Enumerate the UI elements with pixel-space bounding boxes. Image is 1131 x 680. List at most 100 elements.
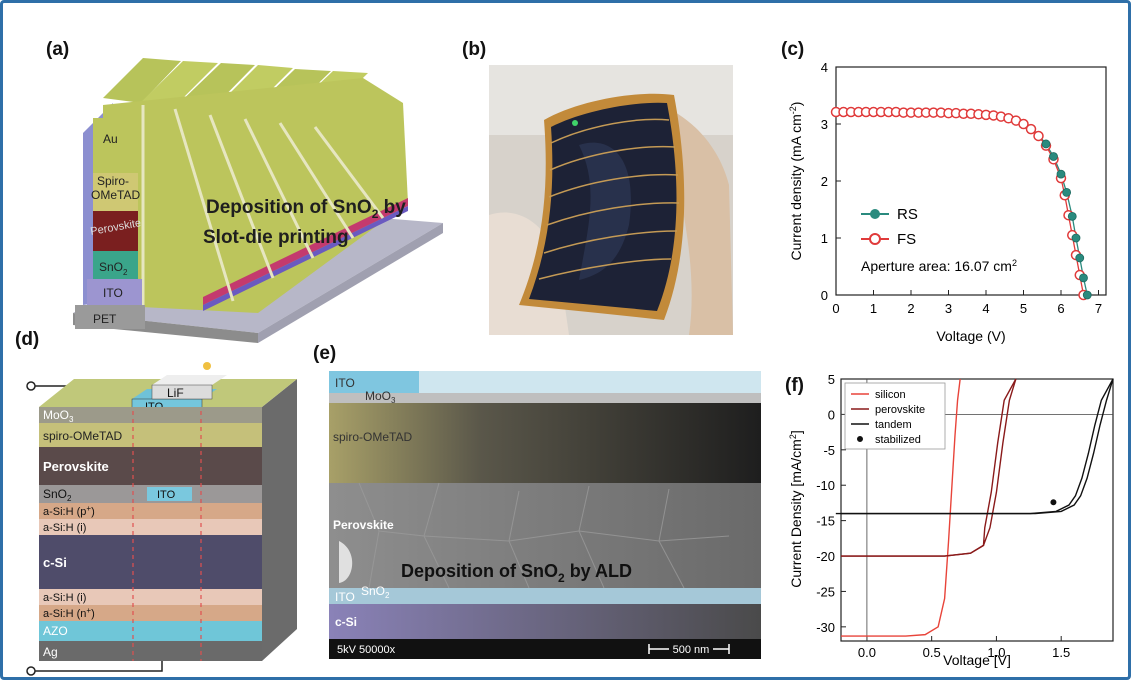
x-tick-label: 6 xyxy=(1057,301,1064,316)
c-si-label: c-Si xyxy=(43,555,67,570)
bottom-contact-terminal xyxy=(26,666,36,676)
sem-c-si xyxy=(329,604,761,639)
panel-d-tandem-schematic: LiF ITO ITO MoO3 spiro-OMeTAD Perovskite… xyxy=(26,362,297,676)
panel-b-photo xyxy=(489,65,733,335)
sem-sno2-label: SnO2 xyxy=(361,584,390,600)
strip-separators xyxy=(141,105,385,306)
x-tick-label: 3 xyxy=(945,301,952,316)
series-line-tandem-reverse xyxy=(835,378,1114,515)
pet-label: PET xyxy=(93,312,117,326)
sem-footer-info: 5kV 50000x xyxy=(337,644,396,656)
top-contact-terminal xyxy=(26,381,36,391)
legend-stabilized-marker xyxy=(856,435,864,443)
panel-d-label: (d) xyxy=(15,329,40,350)
sem-c-si-label: c-Si xyxy=(335,615,357,629)
sem-ito-top xyxy=(329,371,761,393)
data-point-rs xyxy=(1062,187,1072,197)
device-front-face xyxy=(103,78,408,313)
au-label: Au xyxy=(103,132,118,146)
y-tick-label: -20 xyxy=(816,549,835,564)
x-tick-label: 0.0 xyxy=(858,645,876,660)
legend-fs-marker xyxy=(869,233,881,245)
panel-c-iv-chart: 0 1 2 3 4 5 6 7 0 1 2 3 4 Voltage (V) Current densi… xyxy=(788,60,1107,344)
ito-layer xyxy=(87,279,142,305)
sno2-label: SnO2 xyxy=(43,487,72,503)
x-tick-label: 4 xyxy=(982,301,989,316)
series-line-silicon xyxy=(841,378,961,637)
sno2-label: SnO2 xyxy=(99,260,128,277)
panel-e-sem-image: ITO MoO3 spiro-OMeTAD Perovskite ITO SnO… xyxy=(329,371,761,659)
x-tick-label: 2 xyxy=(907,301,914,316)
x-axis-label: Voltage [V] xyxy=(943,652,1011,668)
perovskite-layer xyxy=(39,447,262,485)
perovskite-layer xyxy=(93,211,138,251)
panel-c-label: (c) xyxy=(781,39,805,60)
ag-label: Ag xyxy=(43,645,58,659)
sem-moo3 xyxy=(329,393,761,403)
spiro-layer xyxy=(93,173,138,213)
data-point-rs xyxy=(1067,211,1077,221)
x-tick-label: 5 xyxy=(1020,301,1027,316)
a-si-i-layer-bottom xyxy=(39,589,262,605)
layer-edge-stripe-2 xyxy=(203,206,408,311)
pet-substrate-right xyxy=(258,223,443,343)
data-point-rs xyxy=(1049,152,1058,161)
legend-fs-label: FS xyxy=(897,231,916,248)
module-led xyxy=(572,120,578,126)
moo3-label: MoO3 xyxy=(43,408,74,424)
bottom-contact-wire xyxy=(35,661,163,672)
legend-rs-marker xyxy=(870,209,880,219)
azo-label: AZO xyxy=(43,624,68,638)
a-si-i-label-bottom: a-Si:H (i) xyxy=(43,592,86,604)
sem-info-bar xyxy=(329,639,761,659)
aperture-annotation: Aperture area: 16.07 cm2 xyxy=(861,258,1017,274)
panel-f-iv-chart: 0.0 0.5 1.0 1.5 5 0 -5 -10 -15 -20 -25 -30 Voltage… xyxy=(788,372,1114,668)
y-tick-label: 3 xyxy=(821,117,828,132)
data-point-fs xyxy=(1033,130,1044,142)
legend-rs-label: RS xyxy=(897,206,918,223)
y-tick-label: -5 xyxy=(823,443,835,458)
scale-bar-label: 500 nm xyxy=(673,644,710,656)
a-si-n-layer xyxy=(39,605,262,621)
panel-a-caption-line2: Slot-die printing xyxy=(203,227,349,248)
spiro-layer xyxy=(39,423,262,447)
spiro-label-2: OMeTAD xyxy=(91,188,140,202)
legend-tandem-label: tandem xyxy=(875,419,912,431)
y-tick-label: -10 xyxy=(816,478,835,493)
a-si-i-label-top: a-Si:H (i) xyxy=(43,522,86,534)
stabilized-point xyxy=(1049,498,1058,507)
sem-ito-top-label: ITO xyxy=(335,376,355,390)
a-si-p-label: a-Si:H (p+) xyxy=(43,504,95,518)
panel-f-label: (f) xyxy=(785,375,804,396)
spiro-label-1: Spiro- xyxy=(97,174,129,188)
x-tick-label: 0.5 xyxy=(923,645,941,660)
a-si-n-label: a-Si:H (n+) xyxy=(43,606,95,620)
x-axis-label: Voltage (V) xyxy=(936,328,1005,344)
pet-layer xyxy=(75,305,145,329)
c-si-layer xyxy=(39,535,262,589)
ito-label: ITO xyxy=(103,286,123,300)
y-tick-label: 1 xyxy=(821,231,828,246)
sem-ito-bottom xyxy=(329,588,761,604)
inner-ito-label: ITO xyxy=(157,489,176,501)
y-tick-label: -15 xyxy=(816,514,835,529)
sno2-layer xyxy=(93,251,138,279)
panel-a-label: (a) xyxy=(46,39,70,60)
panel-a-device-schematic: Au Spiro- OMeTAD Perovskite SnO2 ITO PET… xyxy=(73,58,443,343)
x-tick-label: 7 xyxy=(1095,301,1102,316)
moo3-layer xyxy=(39,407,262,423)
lif-top xyxy=(152,375,227,385)
legend: silicon perovskite tandem stabilized xyxy=(844,382,946,450)
x-tick-label: 1.0 xyxy=(987,645,1005,660)
module-interconnects xyxy=(538,118,680,280)
panel-a-caption-line1: Deposition of SnO2 by xyxy=(206,197,406,221)
inner-ito-pad xyxy=(147,487,192,501)
y-tick-label: 0 xyxy=(821,288,828,303)
sem-grain-boundaries xyxy=(358,482,730,589)
a-si-i-layer-top xyxy=(39,519,262,535)
data-point-rs xyxy=(1075,253,1085,263)
y-tick-label: 0 xyxy=(828,407,835,422)
sem-spiro-label: spiro-OMeTAD xyxy=(333,430,412,444)
legend-stabilized-label: stabilized xyxy=(875,434,921,446)
perovskite-label: Perovskite xyxy=(43,459,109,474)
